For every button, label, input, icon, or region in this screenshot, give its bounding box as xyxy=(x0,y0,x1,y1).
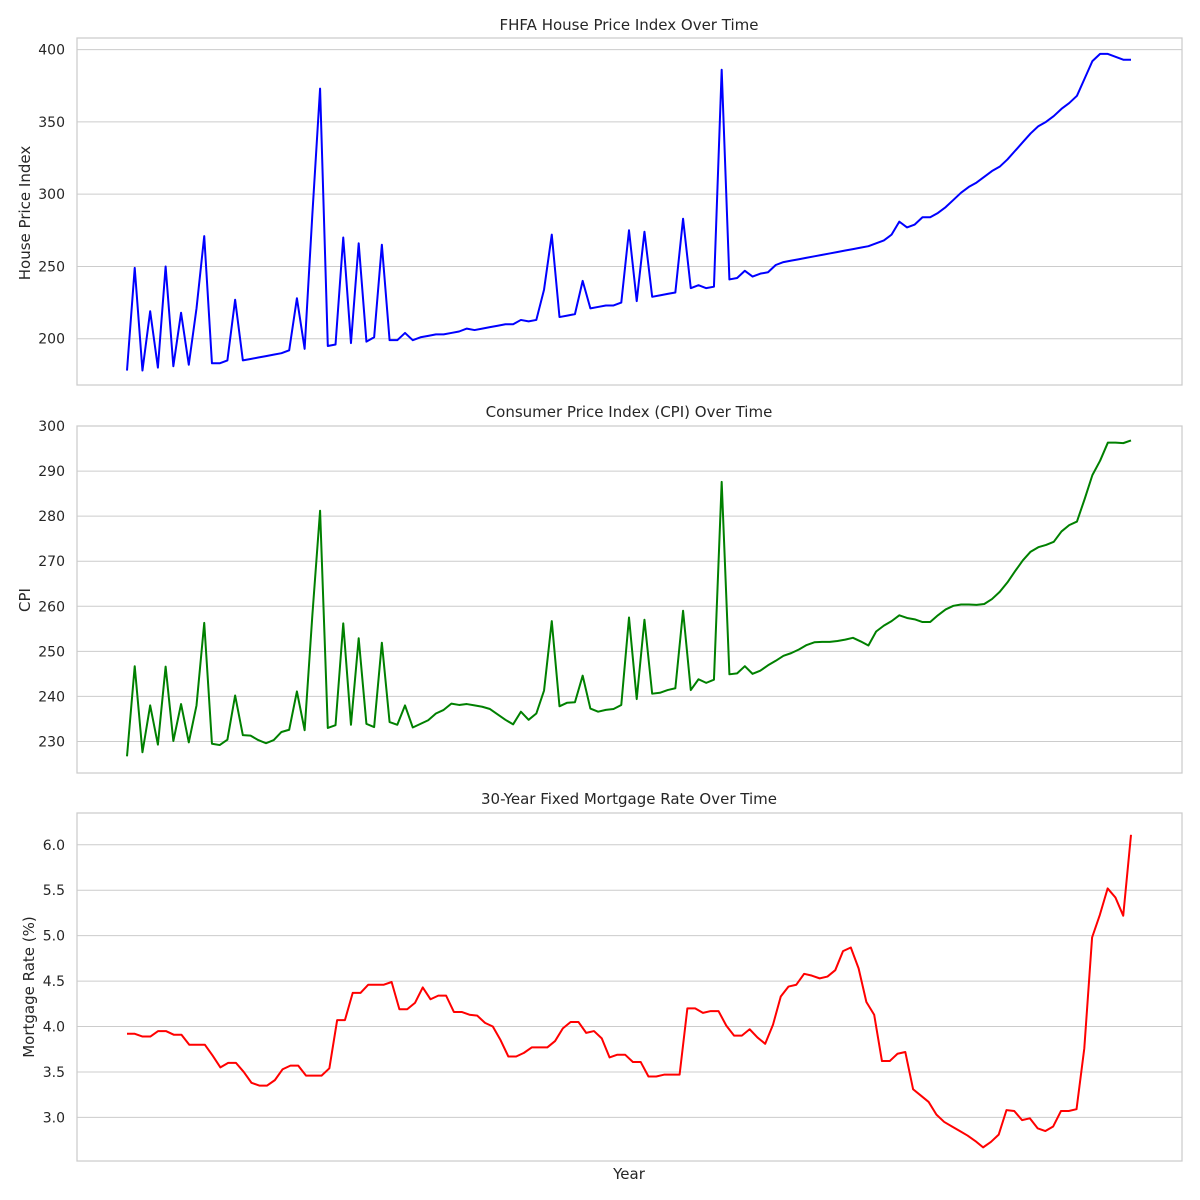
y-axis-label-cpi: CPI xyxy=(16,588,34,612)
y-tick-label: 240 xyxy=(38,689,65,705)
panel-house-price-index: FHFA House Price Index Over Time House P… xyxy=(16,16,1183,386)
y-ticks-mortgage: 3.0 3.5 4.0 4.5 5.0 5.5 6.0 xyxy=(43,838,65,1127)
y-tick-label: 6.0 xyxy=(43,838,65,854)
y-tick-label: 300 xyxy=(38,419,65,435)
y-tick-label: 270 xyxy=(38,554,65,570)
grid-hpi xyxy=(77,49,1182,340)
y-tick-label: 4.5 xyxy=(43,974,65,990)
panel-mortgage-rate: 30-Year Fixed Mortgage Rate Over Time Mo… xyxy=(20,790,1183,1183)
y-tick-label: 280 xyxy=(38,509,65,525)
y-tick-label: 250 xyxy=(38,259,65,275)
y-tick-label: 260 xyxy=(38,599,65,615)
grid-mortgage xyxy=(77,844,1182,1118)
chart-title-cpi: Consumer Price Index (CPI) Over Time xyxy=(486,403,773,421)
axes-frame-cpi xyxy=(76,425,1183,774)
y-tick-label: 350 xyxy=(38,115,65,131)
chart-title-mortgage: 30-Year Fixed Mortgage Rate Over Time xyxy=(481,790,777,808)
y-tick-label: 230 xyxy=(38,734,65,750)
y-axis-label-hpi: House Price Index xyxy=(16,146,34,281)
chart-title-hpi: FHFA House Price Index Over Time xyxy=(500,16,759,34)
y-ticks-hpi: 200 250 300 350 400 xyxy=(38,43,65,348)
y-tick-label: 5.5 xyxy=(43,883,65,899)
y-axis-label-mortgage: Mortgage Rate (%) xyxy=(20,916,38,1058)
series-line-mortgage xyxy=(127,834,1132,1149)
y-tick-label: 3.5 xyxy=(43,1065,65,1081)
y-tick-label: 4.0 xyxy=(43,1020,65,1036)
grid-cpi xyxy=(77,425,1182,742)
panel-cpi: Consumer Price Index (CPI) Over Time CPI… xyxy=(16,403,1183,774)
series-line-hpi xyxy=(126,52,1131,372)
series-line-cpi xyxy=(126,439,1132,757)
y-tick-label: 200 xyxy=(38,332,65,348)
y-tick-label: 300 xyxy=(38,187,65,203)
y-tick-label: 3.0 xyxy=(43,1110,65,1126)
axes-frame-hpi xyxy=(76,37,1183,386)
y-tick-label: 400 xyxy=(38,43,65,59)
y-tick-label: 250 xyxy=(38,644,65,660)
y-tick-label: 5.0 xyxy=(43,929,65,945)
y-ticks-cpi: 230 240 250 260 270 280 290 300 xyxy=(38,419,65,750)
x-axis-label: Year xyxy=(612,1165,646,1183)
y-tick-label: 290 xyxy=(38,464,65,480)
axes-frame-mortgage xyxy=(76,812,1183,1162)
